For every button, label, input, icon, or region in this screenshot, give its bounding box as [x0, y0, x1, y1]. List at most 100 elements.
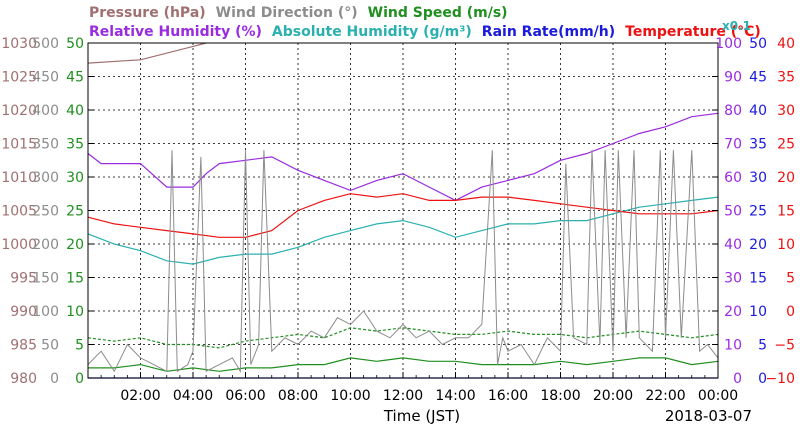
series-line-7	[87, 150, 719, 374]
date-label: 2018-03-07	[665, 407, 752, 425]
wind-direction-tick: 0	[50, 371, 59, 387]
rain-rate-tick: 50	[749, 36, 767, 52]
wind-direction-tick: 450	[32, 70, 59, 86]
humidity-tick: 60	[724, 170, 742, 186]
wind-speed-tick: 5	[75, 338, 84, 354]
pressure-tick: 985	[10, 338, 37, 354]
temperature-tick: 35	[777, 70, 795, 86]
series-line-2	[87, 196, 719, 265]
x-tick-label: 08:00	[278, 388, 318, 404]
rain-rate-tick: 35	[749, 137, 767, 153]
header-row-1: Pressure (hPa) Wind Direction (°) Wind Spe…	[89, 5, 508, 21]
x-axis: 02:00 04:00 06:00 08:00 10:00 12:00 14:00 16:00…	[100, 372, 738, 404]
temperature-tick: 15	[777, 204, 795, 220]
temperature-tick: 0	[786, 304, 795, 320]
temperature-tick: −10	[765, 371, 795, 387]
series-line-4	[87, 193, 719, 238]
rain-rate-tick: 0	[758, 371, 767, 387]
series-line-5	[88, 357, 719, 372]
temperature-tick: 10	[777, 237, 795, 253]
rain-rate-tick: 30	[749, 170, 767, 186]
wind-speed-tick: 25	[66, 204, 84, 220]
humidity-tick: 100	[715, 36, 742, 52]
rain-rate-tick: 25	[749, 204, 767, 220]
wind-speed-tick: 45	[66, 70, 84, 86]
header-label-1: Absolute Humidity (g/m³)	[272, 24, 472, 40]
temperature-tick: 5	[786, 271, 795, 287]
humidity-tick: 40	[724, 237, 742, 253]
humidity-tick: 20	[724, 304, 742, 320]
wind-speed-tick: 40	[66, 103, 84, 119]
header-row-2: Relative Humidity (%) Absolute Humidity (…	[89, 24, 761, 40]
humidity-tick: 0	[733, 371, 742, 387]
wind-direction-tick: 50	[41, 338, 59, 354]
temperature-tick: 25	[777, 137, 795, 153]
series-layer	[87, 42, 719, 379]
wind-direction-tick: 200	[32, 237, 59, 253]
wind-direction-tick: 400	[32, 103, 59, 119]
wind-direction-tick: 100	[32, 304, 59, 320]
x-tick-label: 18:00	[540, 388, 580, 404]
header-label-1: Wind Direction (°)	[216, 5, 358, 21]
rain-rate-tick: 20	[749, 237, 767, 253]
right-axes: 1009080706050403020100504540353025201510…	[712, 36, 795, 387]
wind-speed-tick: 30	[66, 170, 84, 186]
wind-direction-tick: 150	[32, 271, 59, 287]
wind-direction-tick: 350	[32, 137, 59, 153]
wind-speed-tick: 35	[66, 137, 84, 153]
wind-speed-tick: 20	[66, 237, 84, 253]
rain-rate-tick: 15	[749, 271, 767, 287]
temperature-tick: 20	[777, 170, 795, 186]
left-axes: 1030102510201015101010051000995990985980…	[1, 36, 94, 387]
rain-rate-tick: 5	[758, 338, 767, 354]
series-line-0	[87, 42, 207, 64]
series-line-1	[87, 112, 719, 202]
pressure-tick: 1010	[1, 170, 37, 186]
x-tick-label: 10:00	[330, 388, 370, 404]
rain-rate-tick: 45	[749, 70, 767, 86]
header-label-3: Temperature (°C)	[625, 24, 761, 40]
pressure-tick: 980	[10, 371, 37, 387]
pressure-tick: 990	[10, 304, 37, 320]
x-tick-label: 02:00	[120, 388, 160, 404]
pressure-tick: 1000	[1, 237, 37, 253]
wind-direction-tick: 500	[32, 36, 59, 52]
wind-speed-tick: 50	[66, 36, 84, 52]
x-tick-label: 04:00	[173, 388, 213, 404]
header-label-0: Relative Humidity (%)	[89, 24, 262, 40]
rain-rate-tick: 40	[749, 103, 767, 119]
wind-direction-tick: 250	[32, 204, 59, 220]
header-label-0: Pressure (hPa)	[89, 5, 206, 21]
header-label-2: Rain Rate(mm/h)	[482, 24, 615, 40]
x-tick-label: 14:00	[435, 388, 475, 404]
humidity-tick: 30	[724, 271, 742, 287]
pressure-tick: 1020	[1, 103, 37, 119]
x-tick-label: 06:00	[225, 388, 265, 404]
x-tick-label: 12:00	[383, 388, 423, 404]
humidity-tick: 80	[724, 103, 742, 119]
multiplier-label: x0.1	[722, 19, 751, 33]
pressure-tick: 1025	[1, 70, 37, 86]
wind-speed-tick: 0	[75, 371, 84, 387]
humidity-tick: 70	[724, 137, 742, 153]
x-tick-label: 16:00	[488, 388, 528, 404]
pressure-tick: 995	[10, 271, 37, 287]
header-label-2: Wind Speed (m/s)	[368, 5, 508, 21]
pressure-tick: 1005	[1, 204, 37, 220]
temperature-tick: 40	[777, 36, 795, 52]
temperature-tick: 30	[777, 103, 795, 119]
pressure-tick: 1030	[1, 36, 37, 52]
humidity-tick: 50	[724, 204, 742, 220]
wind-direction-tick: 300	[32, 170, 59, 186]
x-axis-label: Time (JST)	[383, 407, 460, 425]
temperature-tick: −5	[774, 338, 795, 354]
humidity-tick: 10	[724, 338, 742, 354]
x-tick-label: 00:00	[698, 388, 738, 404]
wind-speed-tick: 10	[66, 304, 84, 320]
x-tick-label: 20:00	[593, 388, 633, 404]
rain-rate-tick: 10	[749, 304, 767, 320]
pressure-tick: 1015	[1, 137, 37, 153]
x-tick-label: 22:00	[645, 388, 685, 404]
wind-speed-tick: 15	[66, 271, 84, 287]
